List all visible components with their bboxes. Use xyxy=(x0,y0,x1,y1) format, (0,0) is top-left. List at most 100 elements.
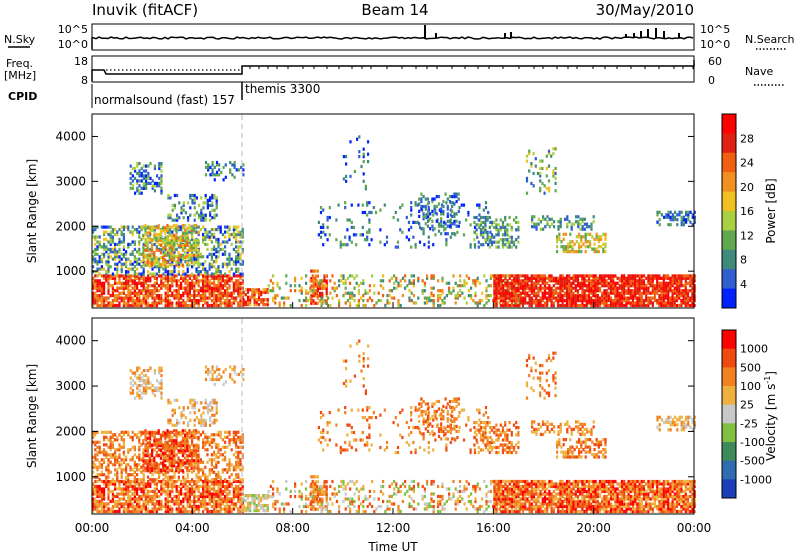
velocity-echo-cell xyxy=(96,440,99,444)
velocity-echo-cell xyxy=(197,499,200,504)
velocity-echo-cell xyxy=(224,489,227,494)
power-echo-cell xyxy=(410,281,413,285)
power-echo-cell xyxy=(530,279,533,283)
power-echo-cell xyxy=(125,303,128,308)
power-echo-cell xyxy=(454,281,457,285)
power-echo-cell xyxy=(164,284,167,288)
power-echo-cell xyxy=(510,303,514,308)
power-echo-cell xyxy=(508,215,511,220)
power-echo-cell xyxy=(631,291,635,295)
power-echo-cell xyxy=(96,267,99,271)
power-echo-cell xyxy=(667,296,670,300)
power-echo-cell xyxy=(528,276,531,280)
power-echo-cell xyxy=(422,195,425,199)
power-echo-cell xyxy=(195,250,198,254)
power-echo-cell xyxy=(618,286,621,290)
power-echo-cell xyxy=(563,294,566,298)
power-echo-cell xyxy=(623,289,626,293)
power-echo-cell xyxy=(593,247,596,251)
power-echo-cell xyxy=(177,256,180,260)
velocity-echo-cell xyxy=(226,494,229,499)
velocity-echo-cell xyxy=(191,499,194,504)
power-echo-cell xyxy=(476,235,479,239)
power-echo-cell xyxy=(210,274,213,278)
velocity-echo-cell xyxy=(147,492,150,496)
power-echo-cell xyxy=(594,276,597,280)
power-echo-cell xyxy=(107,289,110,293)
power-echo-cell xyxy=(226,230,229,234)
power-echo-cell xyxy=(574,284,577,288)
power-echo-cell xyxy=(175,274,178,278)
power-echo-cell xyxy=(255,303,258,307)
power-echo-cell xyxy=(543,284,547,288)
power-echo-cell xyxy=(127,270,130,274)
power-echo-cell xyxy=(546,301,549,305)
power-echo-cell xyxy=(204,230,207,234)
velocity-echo-cell xyxy=(188,482,191,486)
power-echo-cell xyxy=(660,294,663,298)
power-echo-cell xyxy=(581,301,584,305)
power-echo-cell xyxy=(266,298,269,302)
power-echo-cell xyxy=(454,294,457,298)
power-echo-cell xyxy=(129,186,132,190)
power-echo-cell xyxy=(230,303,233,308)
power-echo-cell xyxy=(368,220,371,224)
power-echo-cell xyxy=(116,294,119,298)
power-echo-cell xyxy=(676,213,679,217)
velocity-echo-cell xyxy=(169,489,172,494)
velocity-echo-cell xyxy=(125,479,128,484)
power-echo-cell xyxy=(224,250,227,254)
power-echo-cell xyxy=(673,301,676,305)
power-echo-cell xyxy=(565,276,569,280)
power-echo-cell xyxy=(193,281,196,285)
velocity-echo-cell xyxy=(171,497,174,501)
power-echo-cell xyxy=(199,299,202,303)
power-echo-cell xyxy=(237,294,240,298)
velocity-echo-cell xyxy=(186,479,189,484)
power-echo-cell xyxy=(593,237,596,241)
velocity-echo-cell xyxy=(131,435,134,439)
power-echo-cell xyxy=(114,296,117,300)
power-echo-cell xyxy=(199,294,202,298)
power-echo-cell xyxy=(186,303,189,308)
velocity-echo-cell xyxy=(111,478,114,482)
power-echo-cell xyxy=(226,286,229,290)
power-echo-cell xyxy=(309,279,312,283)
power-echo-cell xyxy=(213,232,216,237)
velocity-echo-cell xyxy=(138,487,141,491)
power-echo-cell xyxy=(561,276,564,280)
velocity-echo-cell xyxy=(98,484,101,489)
power-echo-cell xyxy=(546,299,549,303)
power-echo-cell xyxy=(235,240,238,244)
power-echo-cell xyxy=(103,252,106,256)
power-echo-cell xyxy=(96,274,99,278)
power-echo-cell xyxy=(138,240,141,244)
power-echo-cell xyxy=(169,279,172,283)
power-echo-cell xyxy=(103,286,106,290)
power-echo-cell xyxy=(197,270,200,274)
velocity-echo-cell xyxy=(173,482,176,486)
power-echo-cell xyxy=(219,242,222,246)
power-echo-cell xyxy=(169,303,172,308)
power-echo-cell xyxy=(572,296,575,300)
power-echo-cell xyxy=(486,235,489,239)
power-echo-cell xyxy=(533,215,536,219)
power-echo-cell xyxy=(506,223,509,227)
power-echo-cell xyxy=(651,281,654,285)
velocity-echo-cell xyxy=(208,494,211,499)
freq-tick-bottom: 8 xyxy=(81,74,88,87)
power-echo-cell xyxy=(508,294,511,298)
power-echo-cell xyxy=(253,290,256,294)
power-echo-cell xyxy=(355,243,358,247)
power-echo-cell xyxy=(550,291,553,295)
power-echo-cell xyxy=(614,274,617,278)
power-echo-cell xyxy=(325,279,328,283)
velocity-echo-cell xyxy=(103,509,106,514)
power-echo-cell xyxy=(184,279,187,283)
colorbar-swatch xyxy=(722,191,736,212)
power-echo-cell xyxy=(484,230,487,234)
power-echo-cell xyxy=(206,284,209,288)
velocity-echo-cell xyxy=(107,460,110,464)
power-echo-cell xyxy=(107,281,110,285)
power-echo-cell xyxy=(164,246,167,250)
